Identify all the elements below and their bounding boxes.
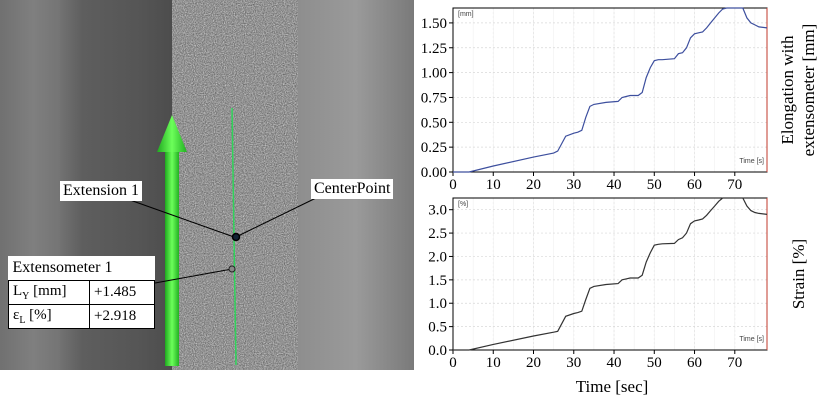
x-tick-label: 30 (566, 355, 581, 371)
plot-frame (452, 7, 768, 173)
x-tick-label: 0 (449, 177, 457, 193)
ly-label-cell: LY [mm] (8, 280, 90, 305)
y-axis-label: extensometer [mm] (799, 24, 818, 157)
series-line (453, 7, 768, 173)
y-tick-label: 2.0 (428, 249, 447, 265)
x-tick-label: 70 (727, 355, 742, 371)
y-tick-label: 2.5 (428, 226, 447, 242)
y-tick-label: 0.25 (421, 140, 447, 156)
chart-1: 0 10 20 30 40 50 60 70 0.00 0.25 0.50 0.75 1.00 1.25 1… (421, 7, 818, 193)
inner-x-label: Time [s] (739, 158, 764, 165)
extension-label: Extension 1 (60, 181, 142, 201)
extensometer-table: Extensometer 1 LY [mm] +1.485 εL [%] +2.… (8, 256, 155, 329)
y-tick-label: 3.0 (428, 203, 447, 219)
table-row: LY [mm] +1.485 (8, 280, 155, 305)
x-tick-label: 30 (566, 177, 581, 193)
y-tick-label: 0.50 (421, 115, 447, 131)
y-tick-label: 1.00 (421, 66, 447, 82)
x-tick-label: 40 (607, 177, 622, 193)
x-tick-label: 50 (647, 177, 662, 193)
centerpoint-leader (235, 197, 317, 238)
el-value: +2.918 (89, 304, 155, 329)
series-line (453, 197, 768, 351)
inner-x-label: Time [s] (739, 336, 764, 343)
inner-y-label: [mm] (458, 11, 474, 18)
table-row: εL [%] +2.918 (8, 304, 155, 329)
y-tick-label: 0.5 (428, 320, 447, 336)
y-tick-label: 0.0 (428, 343, 447, 359)
y-tick-label: 0.75 (421, 90, 447, 106)
el-label-cell: εL [%] (8, 304, 90, 329)
x-axis-label: Time [sec] (576, 377, 649, 396)
y-tick-label: 1.0 (428, 296, 447, 312)
center-point-marker (231, 232, 241, 242)
plot-frame (452, 197, 768, 351)
inner-y-label: [%] (458, 201, 468, 208)
x-tick-label: 40 (607, 355, 622, 371)
y-tick-label: 0.00 (421, 165, 447, 181)
green-arrow-shaft (165, 150, 179, 366)
y-axis-label: Elongation with (778, 35, 797, 145)
green-arrow-head (157, 115, 187, 152)
chart-2: 0 10 20 30 40 50 60 70 0.0 0.5 1.0 1.5 2.0 2.5 3.0 [%] T… (428, 197, 808, 396)
x-tick-label: 70 (727, 177, 742, 193)
plot-background (453, 8, 767, 172)
extensometer-title: Extensometer 1 (8, 256, 155, 281)
centerpoint-label: CenterPoint (311, 179, 394, 199)
x-tick-label: 20 (526, 355, 541, 371)
y-axis-label: Strain [%] (789, 239, 808, 309)
x-tick-label: 10 (486, 355, 501, 371)
extension-leader (129, 199, 235, 238)
plot-background (453, 198, 767, 350)
extensometer-leader (154, 268, 233, 284)
ly-value: +1.485 (89, 280, 155, 305)
y-tick-label: 1.5 (428, 273, 447, 289)
x-tick-label: 20 (526, 177, 541, 193)
x-tick-label: 60 (687, 355, 702, 371)
x-tick-label: 50 (647, 355, 662, 371)
x-tick-label: 0 (449, 355, 457, 371)
x-tick-label: 60 (687, 177, 702, 193)
extensometer-point-marker (228, 265, 236, 273)
y-tick-label: 1.25 (421, 41, 447, 57)
y-tick-label: 1.50 (421, 16, 447, 32)
x-tick-label: 10 (486, 177, 501, 193)
